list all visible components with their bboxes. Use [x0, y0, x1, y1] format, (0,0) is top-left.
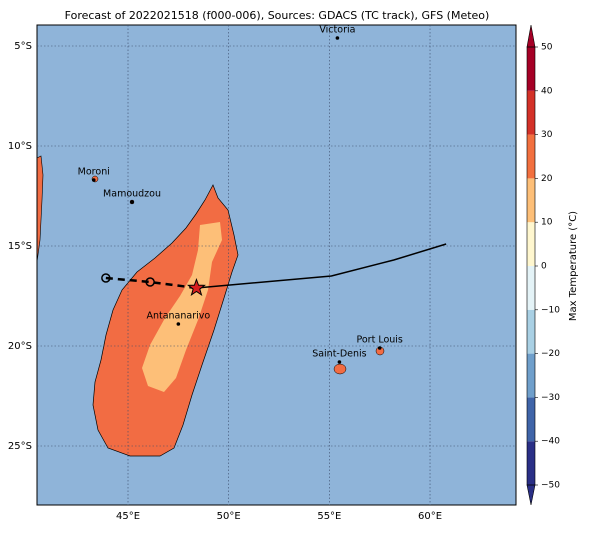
colorbar-band	[527, 47, 535, 91]
colorbar-label: Max Temperature (°C)	[568, 211, 579, 321]
city-marker	[337, 360, 342, 364]
colorbar-extend-top	[526, 24, 536, 48]
city-label: Victoria	[319, 25, 355, 36]
colorbar-tick-label: 10	[541, 218, 553, 228]
colorbar-tick-label: −40	[541, 437, 560, 447]
x-tick-label: 50°E	[217, 511, 241, 522]
colorbar-tick-label: −30	[541, 393, 560, 403]
city-label: Mamoudzou	[103, 189, 161, 200]
colorbar-tick-label: 50	[541, 43, 553, 53]
colorbar-tick-label: −10	[541, 305, 560, 315]
colorbar-band	[527, 134, 535, 179]
map-frame	[36, 24, 517, 506]
colorbar-band	[527, 353, 535, 398]
observed-track	[105, 276, 197, 290]
colorbar-band	[527, 266, 535, 310]
y-tick-label: 15°S	[8, 241, 32, 252]
colorbar-tick-label: −50	[541, 481, 560, 491]
city-marker	[130, 200, 134, 204]
island	[333, 363, 347, 375]
colorbar-band	[527, 441, 535, 485]
track-point	[145, 277, 155, 287]
track-point	[101, 273, 111, 283]
colorbar-band	[527, 178, 535, 223]
city-marker	[377, 346, 382, 350]
colorbar-band	[527, 397, 535, 442]
title: Forecast of 2022021518 (f000-006), Sourc…	[65, 9, 490, 22]
x-tick-label: 55°E	[317, 511, 341, 522]
city-label: Antananarivo	[146, 311, 210, 322]
city-marker	[176, 322, 181, 326]
city-label: Port Louis	[356, 335, 402, 346]
forecast-track	[196, 243, 447, 289]
city-label: Saint-Denis	[312, 349, 366, 360]
city-marker	[91, 178, 96, 182]
colorbar-tick-label: −20	[541, 349, 560, 359]
colorbar-band	[527, 222, 535, 266]
highlands	[142, 222, 222, 392]
colorbar-tick-label: 20	[541, 174, 553, 184]
colorbar-extend-bottom	[526, 484, 536, 506]
colorbar-tick-label: 40	[541, 86, 553, 96]
x-tick-label: 60°E	[418, 511, 442, 522]
y-tick-label: 25°S	[8, 441, 32, 452]
colorbar-band	[527, 309, 535, 354]
y-tick-label: 5°S	[14, 41, 32, 52]
colorbar-band	[527, 90, 535, 135]
x-tick-label: 45°E	[116, 511, 140, 522]
y-tick-label: 20°S	[8, 341, 32, 352]
city-label: Moroni	[78, 167, 110, 178]
storm-position	[186, 278, 206, 297]
city-marker	[335, 36, 340, 40]
y-tick-label: 10°S	[8, 141, 32, 152]
colorbar-tick-label: 30	[541, 130, 553, 140]
colorbar-tick-label: 0	[541, 262, 547, 272]
